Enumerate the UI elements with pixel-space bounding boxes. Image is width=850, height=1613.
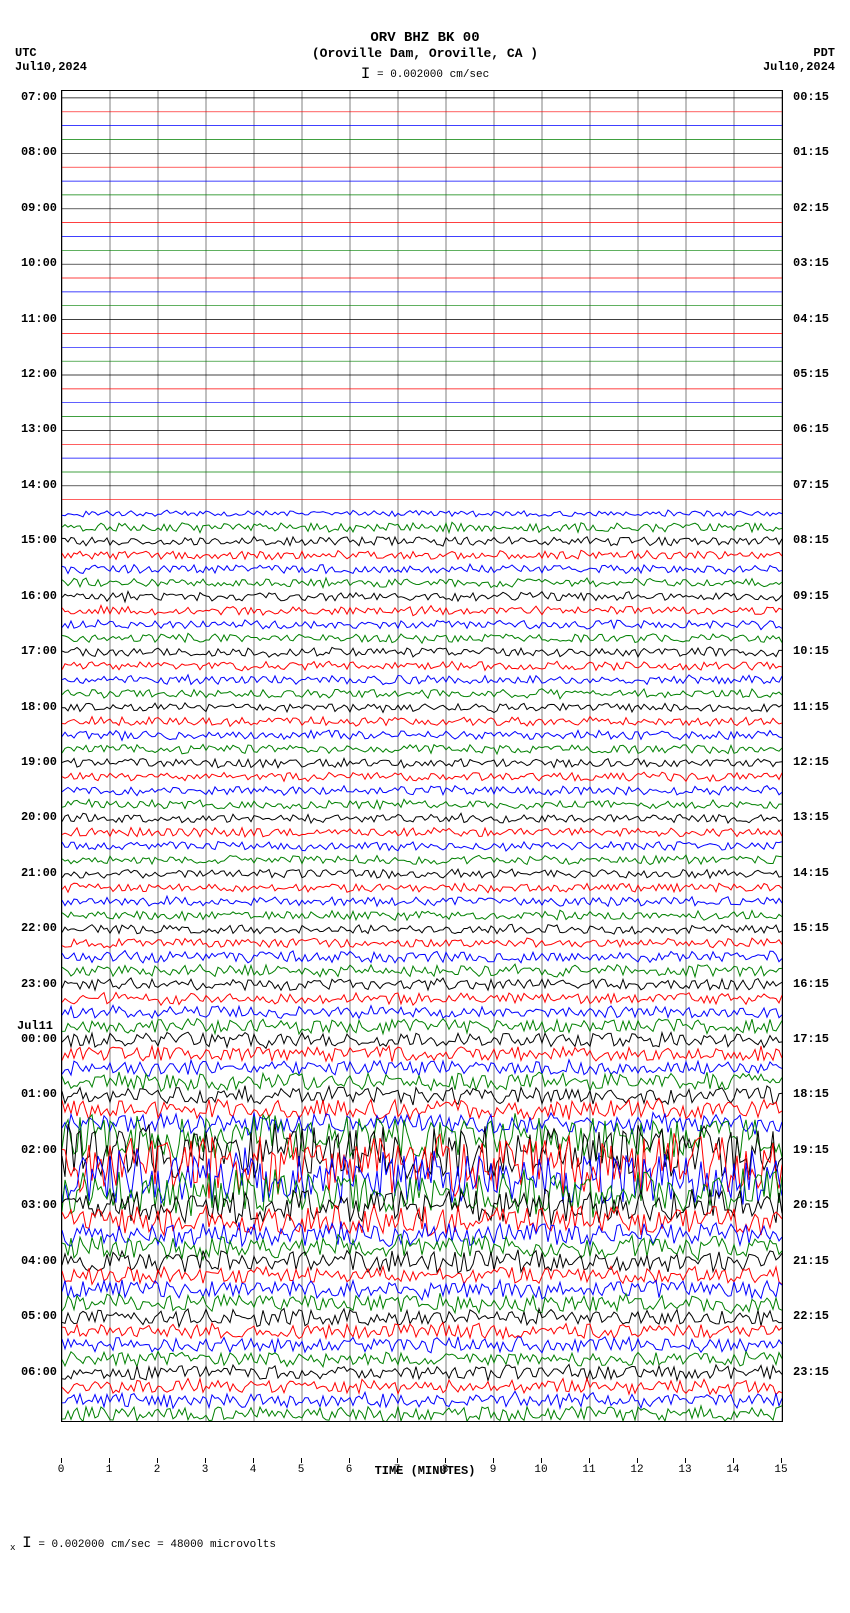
x-tick: 3 [195,1464,215,1476]
utc-hour-label: 07:00 [17,90,57,104]
pdt-hour-label: 01:15 [793,145,833,159]
utc-hour-label: 18:00 [17,700,57,714]
footer-scale: x I = 0.002000 cm/sec = 48000 microvolts [10,1534,276,1553]
utc-hour-label: 04:00 [17,1254,57,1268]
pdt-hour-label: 09:15 [793,589,833,603]
jul11-label: Jul11 [17,1019,53,1033]
pdt-hour-label: 08:15 [793,533,833,547]
station-location: (Oroville Dam, Oroville, CA ) [0,46,850,61]
x-tick: 8 [435,1464,455,1476]
pdt-hour-label: 16:15 [793,977,833,991]
utc-hour-label: 06:00 [17,1365,57,1379]
utc-hour-label: 21:00 [17,866,57,880]
utc-hour-label: 09:00 [17,201,57,215]
utc-hour-label: 13:00 [17,422,57,436]
utc-hour-label: 01:00 [17,1087,57,1101]
utc-hour-label: 23:00 [17,977,57,991]
pdt-hour-label: 05:15 [793,367,833,381]
x-tick: 0 [51,1464,71,1476]
x-tick: 9 [483,1464,503,1476]
pdt-hour-label: 03:15 [793,256,833,270]
pdt-hour-label: 06:15 [793,422,833,436]
utc-hour-label: 20:00 [17,810,57,824]
x-tick: 14 [723,1464,743,1476]
utc-hour-label: 00:00 [17,1032,57,1046]
x-tick: 5 [291,1464,311,1476]
x-tick: 7 [387,1464,407,1476]
pdt-hour-label: 23:15 [793,1365,833,1379]
utc-hour-label: 11:00 [17,312,57,326]
date-right: Jul10,2024 [763,60,835,74]
utc-hour-label: 16:00 [17,589,57,603]
utc-hour-label: 08:00 [17,145,57,159]
pdt-hour-label: 22:15 [793,1309,833,1323]
pdt-hour-label: 10:15 [793,644,833,658]
utc-hour-label: 14:00 [17,478,57,492]
pdt-hour-label: 13:15 [793,810,833,824]
utc-hour-label: 22:00 [17,921,57,935]
utc-hour-label: 02:00 [17,1143,57,1157]
pdt-hour-label: 15:15 [793,921,833,935]
pdt-hour-label: 17:15 [793,1032,833,1046]
pdt-hour-label: 04:15 [793,312,833,326]
pdt-hour-label: 12:15 [793,755,833,769]
x-tick: 6 [339,1464,359,1476]
tz-right-label: PDT [813,46,835,60]
utc-hour-label: 19:00 [17,755,57,769]
utc-hour-label: 15:00 [17,533,57,547]
utc-hour-label: 05:00 [17,1309,57,1323]
tz-left-label: UTC [15,46,37,60]
x-tick: 4 [243,1464,263,1476]
seismogram-plot [61,90,783,1422]
scale-info: I = 0.002000 cm/sec [0,65,850,83]
x-tick: 2 [147,1464,167,1476]
pdt-hour-label: 02:15 [793,201,833,215]
x-tick: 13 [675,1464,695,1476]
pdt-hour-label: 18:15 [793,1087,833,1101]
pdt-hour-label: 07:15 [793,478,833,492]
utc-hour-label: 17:00 [17,644,57,658]
pdt-hour-label: 20:15 [793,1198,833,1212]
utc-hour-label: 10:00 [17,256,57,270]
x-tick: 10 [531,1464,551,1476]
x-tick: 15 [771,1464,791,1476]
pdt-hour-label: 00:15 [793,90,833,104]
x-tick: 12 [627,1464,647,1476]
pdt-hour-label: 21:15 [793,1254,833,1268]
pdt-hour-label: 11:15 [793,700,833,714]
pdt-hour-label: 19:15 [793,1143,833,1157]
pdt-hour-label: 14:15 [793,866,833,880]
x-tick: 11 [579,1464,599,1476]
x-tick: 1 [99,1464,119,1476]
station-title: ORV BHZ BK 00 [0,30,850,46]
utc-hour-label: 03:00 [17,1198,57,1212]
date-left: Jul10,2024 [15,60,87,74]
utc-hour-label: 12:00 [17,367,57,381]
